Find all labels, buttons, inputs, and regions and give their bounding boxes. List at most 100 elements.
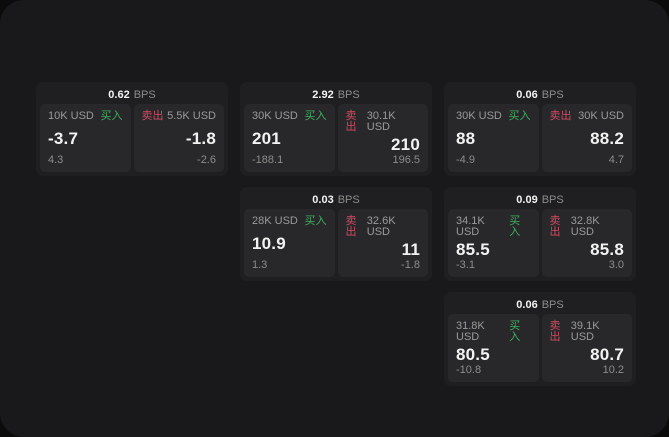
- bps-header: 0.06 BPS: [448, 86, 632, 104]
- card-body: 31.8K USD 买入 80.5 -10.8 卖出 39.1K USD 80.…: [448, 314, 632, 382]
- bps-value: 0.09: [516, 193, 538, 206]
- bps-header: 0.62 BPS: [40, 86, 224, 104]
- bps-header: 0.06 BPS: [448, 296, 632, 314]
- quote-card: 0.09 BPS 34.1K USD 买入 85.5 -3.1 卖出 32.8K…: [444, 187, 636, 281]
- sell-price-value: 210: [391, 134, 420, 154]
- card-body: 34.1K USD 买入 85.5 -3.1 卖出 32.8K USD 85.8…: [448, 209, 632, 277]
- sell-delta-value: 4.7: [608, 154, 624, 166]
- quote-card: 0.06 BPS 31.8K USD 买入 80.5 -10.8 卖出 39.1…: [444, 292, 636, 386]
- sell-amount-label: 5.5K USD: [167, 110, 216, 122]
- buy-top-row: 30K USD 买入: [456, 111, 531, 122]
- quote-card: 0.62 BPS 10K USD 买入 -3.7 4.3 卖出 5.5K USD…: [36, 82, 228, 176]
- sell-panel[interactable]: 卖出 32.6K USD 11 -1.8: [337, 209, 428, 277]
- sell-top-row: 卖出 32.6K USD: [346, 216, 421, 238]
- buy-panel[interactable]: 28K USD 买入 10.9 1.3: [244, 209, 335, 277]
- sell-delta-value: 10.2: [602, 364, 624, 376]
- sell-top-row: 卖出 32.8K USD: [550, 216, 625, 238]
- buy-price-value: 10.9: [252, 234, 286, 253]
- buy-top-row: 31.8K USD 买入: [456, 321, 531, 343]
- sell-amount-label: 30K USD: [578, 110, 624, 122]
- buy-delta-value: 1.3: [252, 259, 268, 271]
- sell-side-label: 卖出: [549, 110, 572, 122]
- sell-price-value: 11: [401, 239, 420, 259]
- sell-amount-label: 32.8K USD: [570, 215, 600, 238]
- bps-unit-label: BPS: [337, 88, 360, 101]
- buy-panel[interactable]: 34.1K USD 买入 85.5 -3.1: [448, 209, 539, 277]
- buy-delta-value: -3.1: [456, 259, 475, 271]
- buy-amount-label: 34.1K USD: [456, 215, 485, 238]
- bps-header: 0.09 BPS: [448, 191, 632, 209]
- buy-delta-value: -188.1: [252, 154, 284, 166]
- sell-amount-label: 32.6K USD: [366, 215, 396, 238]
- card-body: 28K USD 买入 10.9 1.3 卖出 32.6K USD 11 -1.8: [244, 209, 428, 277]
- buy-amount-label: 30K USD: [456, 110, 502, 122]
- sell-top-row: 卖出 39.1K USD: [550, 321, 625, 343]
- buy-panel[interactable]: 31.8K USD 买入 80.5 -10.8: [448, 314, 539, 382]
- buy-delta-value: -4.9: [456, 154, 475, 166]
- buy-price-value: 80.5: [456, 344, 490, 364]
- buy-amount-label: 10K USD: [48, 110, 94, 122]
- buy-side-label: 买入: [304, 110, 327, 122]
- bps-unit-label: BPS: [133, 88, 156, 101]
- sell-price-value: -1.8: [185, 129, 216, 148]
- buy-top-row: 28K USD 买入: [252, 216, 327, 227]
- buy-panel[interactable]: 30K USD 买入 88 -4.9: [448, 104, 539, 172]
- sell-delta-value: 3.0: [608, 259, 624, 271]
- buy-amount-label: 28K USD: [252, 215, 298, 227]
- sell-price-value: 80.7: [590, 344, 624, 364]
- sell-amount-label: 39.1K USD: [570, 320, 600, 343]
- sell-side-label: 卖出: [345, 110, 357, 133]
- bps-unit-label: BPS: [541, 88, 564, 101]
- quote-card: 2.92 BPS 30K USD 买入 201 -188.1 卖出 30.1K …: [240, 82, 432, 176]
- card-body: 30K USD 买入 88 -4.9 卖出 30K USD 88.2 4.7: [448, 104, 632, 172]
- buy-amount-label: 31.8K USD: [456, 320, 485, 343]
- sell-delta-value: -2.6: [197, 154, 216, 166]
- sell-panel[interactable]: 卖出 32.8K USD 85.8 3.0: [541, 209, 632, 277]
- buy-side-label: 买入: [508, 110, 531, 122]
- sell-panel[interactable]: 卖出 5.5K USD -1.8 -2.6: [133, 104, 224, 172]
- sell-side-label: 卖出: [141, 110, 164, 122]
- buy-side-label: 买入: [100, 110, 123, 122]
- buy-delta-value: -10.8: [456, 364, 482, 376]
- bps-unit-label: BPS: [541, 193, 564, 206]
- bps-value: 0.03: [312, 193, 334, 206]
- bps-value: 0.06: [516, 298, 538, 311]
- bps-value: 2.92: [312, 88, 334, 101]
- sell-delta-value: -1.8: [401, 259, 420, 271]
- buy-price-value: 201: [252, 129, 281, 148]
- buy-price-value: 88: [456, 129, 476, 148]
- card-body: 30K USD 买入 201 -188.1 卖出 30.1K USD 210 1…: [244, 104, 428, 172]
- buy-price-value: -3.7: [48, 129, 79, 148]
- sell-panel[interactable]: 卖出 30.1K USD 210 196.5: [337, 104, 428, 172]
- bps-unit-label: BPS: [337, 193, 360, 206]
- bps-header: 0.03 BPS: [244, 191, 428, 209]
- sell-price-value: 85.8: [590, 239, 624, 259]
- buy-panel[interactable]: 10K USD 买入 -3.7 4.3: [40, 104, 131, 172]
- bps-value: 0.62: [108, 88, 130, 101]
- sell-side-label: 卖出: [549, 320, 561, 343]
- sell-top-row: 卖出 30K USD: [550, 111, 625, 122]
- quote-grid: 0.62 BPS 10K USD 买入 -3.7 4.3 卖出 5.5K USD…: [36, 82, 636, 386]
- quote-card: 0.06 BPS 30K USD 买入 88 -4.9 卖出 30K USD 8…: [444, 82, 636, 176]
- sell-side-label: 卖出: [549, 215, 561, 238]
- card-body: 10K USD 买入 -3.7 4.3 卖出 5.5K USD -1.8 -2.…: [40, 104, 224, 172]
- bps-unit-label: BPS: [541, 298, 564, 311]
- sell-side-label: 卖出: [345, 215, 357, 238]
- buy-panel[interactable]: 30K USD 买入 201 -188.1: [244, 104, 335, 172]
- bps-value: 0.06: [516, 88, 538, 101]
- sell-price-value: 88.2: [590, 129, 624, 148]
- buy-delta-value: 4.3: [48, 154, 64, 166]
- buy-price-value: 85.5: [456, 239, 490, 259]
- buy-side-label: 买入: [509, 215, 521, 238]
- buy-top-row: 34.1K USD 买入: [456, 216, 531, 238]
- buy-side-label: 买入: [509, 320, 521, 343]
- buy-top-row: 30K USD 买入: [252, 111, 327, 122]
- buy-top-row: 10K USD 买入: [48, 111, 123, 122]
- sell-top-row: 卖出 30.1K USD: [346, 111, 421, 133]
- sell-delta-value: 196.5: [392, 154, 420, 166]
- sell-panel[interactable]: 卖出 30K USD 88.2 4.7: [541, 104, 632, 172]
- sell-panel[interactable]: 卖出 39.1K USD 80.7 10.2: [541, 314, 632, 382]
- bps-header: 2.92 BPS: [244, 86, 428, 104]
- buy-side-label: 买入: [304, 215, 327, 227]
